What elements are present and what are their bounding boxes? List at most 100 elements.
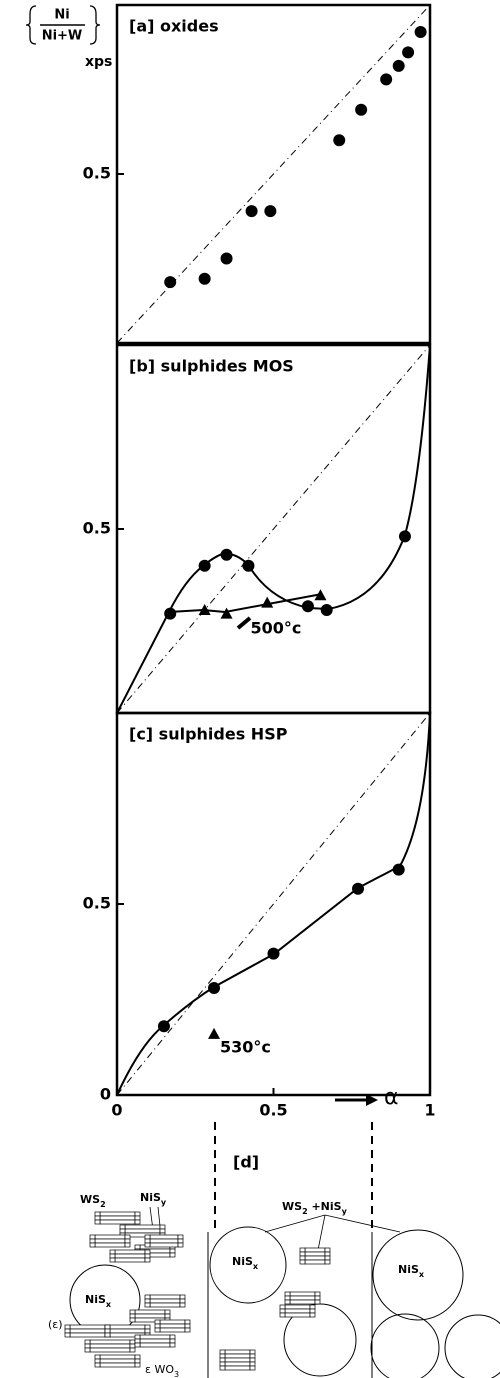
y-tick-label: 0.5 [83,519,111,538]
slab [69,1328,106,1334]
point [264,205,277,218]
slab-end [94,1362,101,1368]
triangle-point [220,607,233,619]
slab [159,1323,186,1329]
label-base: NiS [232,1255,253,1268]
slab [139,1334,171,1340]
slab-end [129,1339,136,1345]
slab-end [144,1242,151,1248]
slab-end [134,1211,141,1217]
slab [304,1251,326,1257]
label-sub: x [419,1270,425,1279]
label-base: NiS [398,1263,419,1276]
x-tick-label: 0.5 [259,1101,287,1120]
slab [289,1291,316,1297]
panel-label: [d] [233,1153,259,1172]
slab-end [299,1255,306,1261]
slab-end [184,1327,191,1333]
brace [89,5,101,45]
point [198,559,211,572]
point [220,548,233,561]
slab [99,1362,136,1368]
slab-end [219,1353,226,1359]
slab [149,1302,181,1308]
slab-end [177,1242,184,1248]
brace [25,5,37,45]
slab-end [219,1361,226,1367]
slab-end [94,1215,101,1221]
slab [304,1247,326,1253]
slab-end [324,1259,331,1265]
slab-end [89,1242,96,1248]
slab [224,1361,251,1367]
slab-end [299,1247,306,1253]
label-sub: x [106,1300,112,1309]
slab-end [279,1312,286,1318]
slab-end [129,1317,136,1323]
slab [114,1253,146,1259]
slab-end [177,1234,184,1240]
slab-end [249,1349,256,1355]
slab [114,1249,146,1255]
label: WS2 [80,1193,106,1209]
slab-end [324,1251,331,1257]
label-sub: 2 [100,1200,106,1209]
slab-end [154,1319,161,1325]
slab-end [169,1248,176,1254]
slab-end [309,1308,316,1314]
slab-end [124,1234,131,1240]
particle [370,1313,440,1378]
slab [99,1211,136,1217]
slab [304,1259,326,1265]
point [242,559,255,572]
slab-end [314,1295,321,1301]
panel-label: [c] sulphides HSP [129,725,288,744]
triangle-point [314,589,327,601]
label-base: WS [282,1200,302,1213]
slab-end [134,1334,141,1340]
slab [89,1347,131,1353]
slab [149,1298,181,1304]
slab [99,1219,136,1225]
point [198,272,211,285]
slab-end [177,1238,184,1244]
slab [94,1234,126,1240]
slab-end [299,1259,306,1265]
slab-end [169,1252,176,1258]
y-label-numerator: Ni [54,8,69,23]
slab-end [109,1249,116,1255]
slab [124,1224,161,1230]
slab [99,1215,136,1221]
slab-end [144,1294,151,1300]
particle [372,1229,464,1321]
slab-end [299,1251,306,1257]
y-tick-label: 0.5 [83,164,111,183]
slab-end [64,1328,71,1334]
label-sub: 3 [174,1370,179,1378]
slab-end [144,1249,151,1255]
slab-end [64,1332,71,1338]
point [245,205,258,218]
slab-end [249,1357,256,1363]
x-tick-label: 1 [424,1101,435,1120]
slab-end [284,1299,291,1305]
x-axis-label: α [384,1085,399,1110]
slab [149,1242,179,1248]
slab-end [154,1327,161,1333]
slab [94,1238,126,1244]
point [157,1020,170,1033]
triangle-point [208,1027,221,1039]
particle [444,1314,500,1378]
slab-end [94,1354,101,1360]
slab-end [104,1324,111,1330]
label-base: NiS [85,1293,106,1306]
point [164,607,177,620]
slab-end [144,1324,151,1330]
slab [284,1312,311,1318]
point [267,947,280,960]
label: WS2 +NiSy [282,1200,348,1216]
slab-end [119,1224,126,1230]
slab-end [154,1323,161,1329]
slab [124,1228,161,1234]
slab-end [184,1323,191,1329]
